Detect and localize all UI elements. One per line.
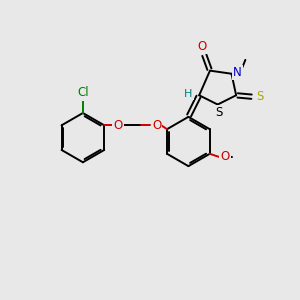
Text: N: N — [233, 66, 242, 79]
Text: O: O — [198, 40, 207, 53]
Text: H: H — [184, 89, 193, 99]
Text: S: S — [215, 106, 223, 119]
Text: Cl: Cl — [77, 86, 89, 100]
Text: O: O — [152, 119, 161, 132]
Text: S: S — [256, 90, 264, 103]
Text: O: O — [220, 150, 230, 164]
Text: O: O — [113, 119, 123, 132]
